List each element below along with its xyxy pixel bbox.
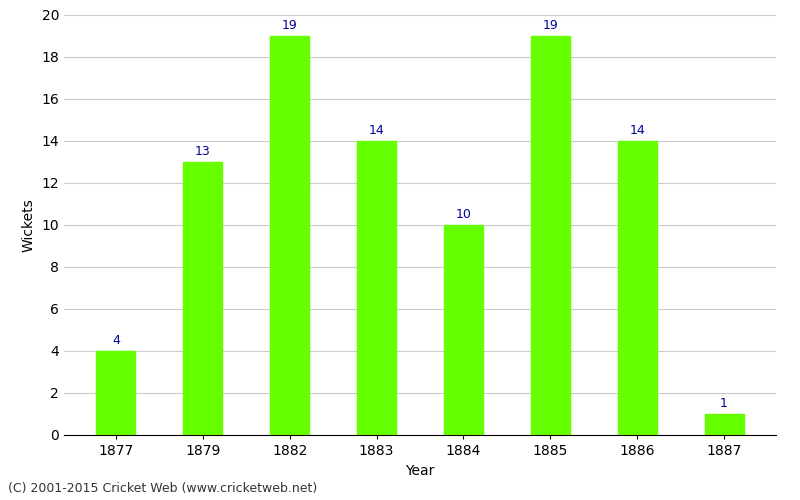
Bar: [96, 351, 135, 435]
Text: (C) 2001-2015 Cricket Web (www.cricketweb.net): (C) 2001-2015 Cricket Web (www.cricketwe…: [8, 482, 318, 495]
Text: 14: 14: [630, 124, 645, 137]
Text: 19: 19: [542, 19, 558, 32]
Text: 19: 19: [282, 19, 298, 32]
Text: 13: 13: [195, 145, 210, 158]
X-axis label: Year: Year: [406, 464, 434, 477]
Bar: [444, 225, 483, 435]
Bar: [183, 162, 222, 435]
Bar: [357, 141, 396, 435]
Bar: [705, 414, 744, 435]
Text: 1: 1: [720, 397, 728, 410]
Bar: [618, 141, 657, 435]
Bar: [530, 36, 570, 435]
Text: 4: 4: [112, 334, 120, 347]
Y-axis label: Wickets: Wickets: [22, 198, 36, 252]
Bar: [270, 36, 310, 435]
Text: 14: 14: [369, 124, 385, 137]
Text: 10: 10: [455, 208, 471, 221]
